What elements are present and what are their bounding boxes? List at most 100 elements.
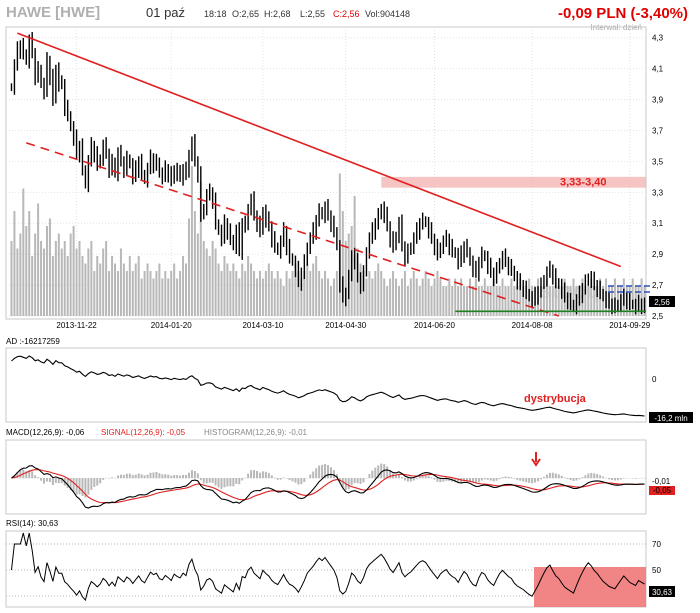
volume-bar <box>69 233 72 316</box>
volume-bar <box>119 248 122 316</box>
macd-histogram-bar <box>471 478 474 483</box>
macd-histogram-bar <box>96 478 99 486</box>
volume-bar <box>395 278 398 316</box>
volume-bar <box>78 241 81 316</box>
volume-bar <box>214 248 217 316</box>
macd-histogram-bar <box>273 477 276 479</box>
macd-histogram-bar <box>258 472 261 479</box>
macd-histogram-bar <box>28 469 31 479</box>
volume-bar <box>10 241 13 316</box>
price-bars <box>10 32 646 315</box>
volume-bar <box>137 256 140 316</box>
volume-bar <box>208 256 211 316</box>
macd-histogram-bar <box>593 473 596 479</box>
signal-label: SIGNAL(12,26,9): -0,05 <box>101 428 186 437</box>
volume-bar <box>492 278 495 316</box>
rsi-last-box <box>649 586 675 597</box>
volume-bar <box>238 278 241 316</box>
volume-bar <box>273 278 276 316</box>
macd-histogram-bar <box>54 478 57 483</box>
price-tick-label: 4,1 <box>652 65 664 74</box>
macd-histogram-bar <box>380 463 383 479</box>
macd-histogram-bar <box>578 478 581 480</box>
volume-bar <box>519 278 522 316</box>
macd-histogram-bar <box>463 478 466 482</box>
volume-bar <box>406 286 409 316</box>
volume-bar <box>439 278 442 316</box>
volume-bar <box>158 263 161 316</box>
macd-histogram-bar <box>51 478 54 485</box>
macd-histogram-bar <box>312 471 315 479</box>
volume-bar <box>75 248 78 316</box>
volume-bar <box>421 278 424 316</box>
macd-histogram-bar <box>454 478 457 483</box>
volume-bar <box>297 271 300 316</box>
volume-bar <box>383 278 386 316</box>
volume-bar <box>176 278 179 316</box>
volume-bar <box>182 256 185 316</box>
macd-histogram-bar <box>193 471 196 479</box>
ad-last-box <box>649 412 693 423</box>
volume-bar <box>430 286 433 316</box>
volume-bar <box>368 271 371 316</box>
macd-histogram-bar <box>468 478 471 482</box>
date-label: 01 paź <box>146 5 185 20</box>
volume-bar <box>217 263 220 316</box>
volume-bar <box>34 233 37 316</box>
macd-histogram-bar <box>572 478 575 481</box>
macd-histogram-bar <box>217 478 220 488</box>
volume-bar <box>202 241 205 316</box>
macd-histogram-bar <box>182 474 185 479</box>
macd-histogram-bar <box>356 478 359 484</box>
price-tick-label: 2,9 <box>652 250 664 259</box>
volume-bar <box>318 271 321 316</box>
macd-histogram-bar <box>474 478 477 484</box>
macd-histogram-bar <box>128 473 131 479</box>
macd-histogram-bar <box>522 478 525 482</box>
macd-histogram-bar <box>229 478 232 487</box>
macd-histogram-bar <box>196 473 199 479</box>
macd-histogram-bar <box>253 470 256 479</box>
volume-bar <box>303 271 306 316</box>
time-label: 18:18 <box>204 9 227 19</box>
volume-bar <box>466 286 469 316</box>
macd-histogram-bar <box>329 467 332 479</box>
date-tick-label: 2014-04-30 <box>325 321 366 330</box>
macd-histogram-bar <box>374 467 377 479</box>
macd-histogram-bar <box>164 474 167 479</box>
volume-bar <box>87 248 90 316</box>
macd-histogram-bar <box>403 478 406 481</box>
macd-histogram-bar <box>294 478 297 483</box>
macd-histogram-bar <box>81 478 84 496</box>
volume-bar <box>403 271 406 316</box>
macd-histogram-bar <box>315 468 318 479</box>
macd-histogram-bar <box>226 478 229 487</box>
macd-histogram-bar <box>238 478 241 485</box>
rsi-title: RSI(14): 30,63 <box>6 519 59 528</box>
volume-bar <box>161 278 164 316</box>
volume-bar <box>392 271 395 316</box>
volume-bar <box>315 256 318 316</box>
macd-histogram-bar <box>383 464 386 479</box>
volume-bar <box>460 278 463 316</box>
rsi-line <box>11 532 645 602</box>
macd-histogram-bar <box>513 478 516 479</box>
macd-histogram-bar <box>13 475 16 479</box>
volume-bar <box>25 226 28 316</box>
macd-histogram-bar <box>400 477 403 479</box>
volume-bar <box>498 286 501 316</box>
macd-histogram-bar <box>477 478 480 483</box>
rsi-highlight-box <box>534 567 646 607</box>
volume-bar <box>43 248 46 316</box>
volume-bar <box>63 241 66 316</box>
volume-bar <box>386 286 389 316</box>
macd-histogram-bar <box>368 473 371 479</box>
macd-histogram-bar <box>492 478 495 482</box>
volume-bar <box>22 188 25 316</box>
volume-bar <box>146 263 149 316</box>
macd-histogram-bar <box>285 478 288 479</box>
volume-bar <box>173 263 176 316</box>
macd-histogram-bar <box>108 478 111 479</box>
volume-bar <box>433 278 436 316</box>
volume-bar <box>264 271 267 316</box>
